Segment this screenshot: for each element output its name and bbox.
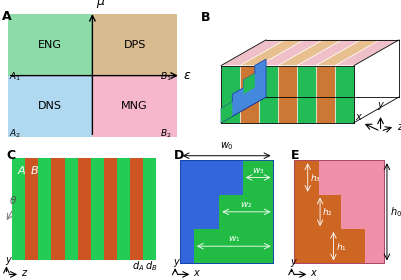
Bar	[180, 160, 273, 263]
Text: $y$: $y$	[377, 100, 385, 112]
Bar	[8, 14, 92, 76]
Text: $w₃$: $w₃$	[252, 166, 264, 175]
Bar	[78, 158, 91, 260]
Text: E: E	[291, 149, 299, 162]
Bar	[12, 158, 25, 260]
Polygon shape	[297, 66, 316, 123]
Polygon shape	[297, 40, 361, 66]
Polygon shape	[259, 66, 278, 123]
Bar	[294, 160, 384, 263]
Bar	[91, 158, 104, 260]
Bar	[25, 158, 38, 260]
Text: $z$: $z$	[21, 268, 28, 278]
Polygon shape	[335, 40, 399, 66]
Text: $h₁$: $h₁$	[336, 241, 346, 252]
Bar	[92, 76, 177, 137]
Text: $h₂$: $h₂$	[322, 206, 333, 217]
Bar	[92, 14, 177, 76]
Bar	[104, 158, 117, 260]
Bar	[51, 158, 65, 260]
Text: C: C	[6, 149, 16, 162]
Polygon shape	[221, 66, 240, 123]
Polygon shape	[221, 40, 285, 66]
Text: $A_1$: $A_1$	[9, 71, 22, 83]
Text: $\varepsilon$: $\varepsilon$	[183, 69, 191, 82]
Bar	[65, 158, 78, 260]
Polygon shape	[221, 102, 232, 123]
Text: $A_2$: $A_2$	[9, 127, 21, 140]
Bar	[180, 160, 273, 263]
Text: $x$: $x$	[355, 112, 363, 122]
Text: A: A	[2, 10, 11, 22]
Text: $h₃$: $h₃$	[310, 172, 321, 183]
Polygon shape	[335, 66, 354, 123]
Bar	[8, 76, 92, 137]
Polygon shape	[294, 160, 365, 263]
Text: $y$: $y$	[290, 257, 298, 269]
Polygon shape	[278, 66, 297, 123]
Polygon shape	[316, 66, 335, 123]
Bar	[117, 158, 130, 260]
Text: ENG: ENG	[38, 40, 62, 50]
Text: $w₂$: $w₂$	[240, 200, 253, 209]
Text: $x$: $x$	[310, 268, 318, 278]
Bar	[143, 158, 156, 260]
Text: MNG: MNG	[122, 101, 148, 111]
Text: $y$: $y$	[5, 255, 13, 267]
Text: $d_A$: $d_A$	[132, 259, 144, 273]
Polygon shape	[221, 59, 266, 123]
Text: $B$: $B$	[30, 164, 39, 176]
Text: DNS: DNS	[38, 101, 62, 111]
Polygon shape	[243, 73, 255, 94]
Polygon shape	[240, 66, 259, 123]
Polygon shape	[180, 160, 273, 263]
Text: DPS: DPS	[124, 40, 146, 50]
Text: $y$: $y$	[173, 257, 182, 269]
Text: $x$: $x$	[193, 268, 201, 278]
Text: $A$: $A$	[17, 164, 27, 176]
Text: D: D	[174, 149, 184, 162]
Text: $\mu$: $\mu$	[96, 0, 106, 10]
Text: $\theta$: $\theta$	[8, 193, 17, 206]
Polygon shape	[278, 40, 342, 66]
Polygon shape	[240, 40, 304, 66]
Text: $d_B$: $d_B$	[145, 259, 158, 273]
Text: B: B	[200, 11, 210, 24]
Text: $w_0$: $w_0$	[220, 141, 233, 152]
Text: $B_1$: $B_1$	[160, 71, 172, 83]
Polygon shape	[259, 40, 323, 66]
Text: $w₁$: $w₁$	[227, 234, 240, 243]
Text: $B_2$: $B_2$	[160, 127, 172, 140]
Bar	[294, 160, 384, 263]
Text: $h_0$: $h_0$	[390, 205, 401, 219]
Bar	[130, 158, 143, 260]
Polygon shape	[316, 40, 380, 66]
Bar	[38, 158, 51, 260]
Text: $z$: $z$	[397, 122, 401, 132]
